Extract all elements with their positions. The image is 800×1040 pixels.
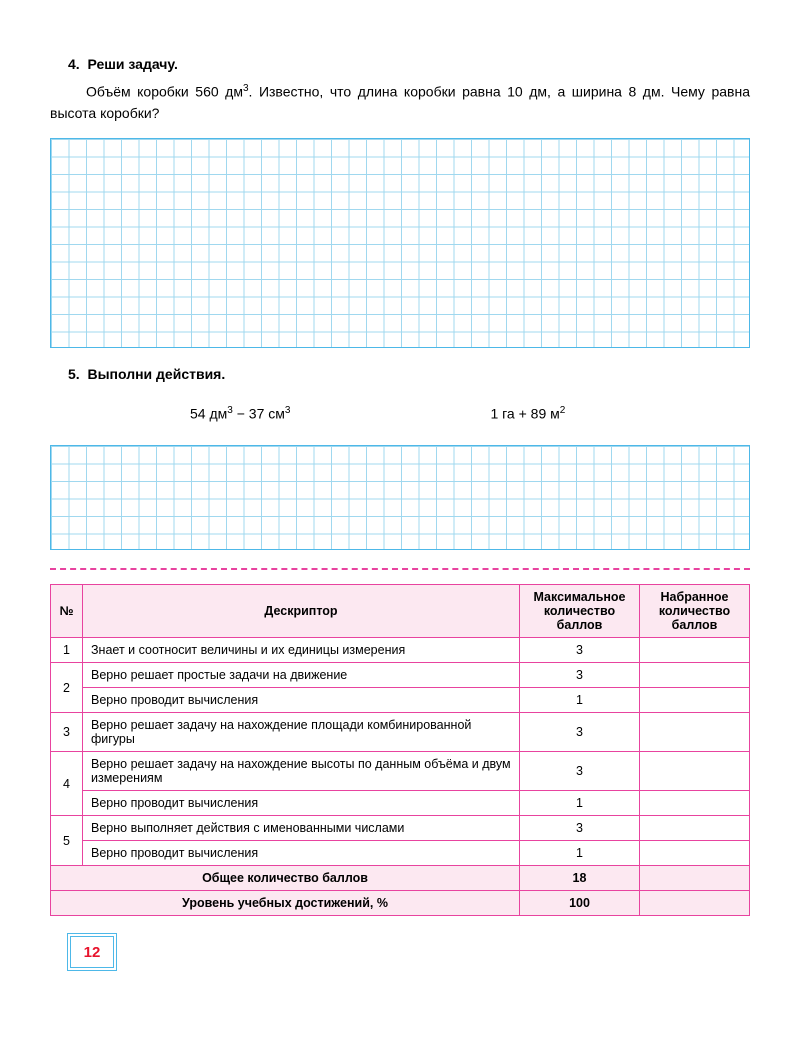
row-got-score[interactable] — [640, 638, 750, 663]
total-got[interactable] — [640, 866, 750, 891]
row-number: 4 — [51, 752, 83, 816]
page-number: 12 — [84, 944, 101, 961]
row-got-score[interactable] — [640, 841, 750, 866]
answer-grid-4[interactable] — [50, 138, 750, 348]
total-label: Общее количество баллов — [51, 866, 520, 891]
equation-2: 1 га + 89 м2 — [490, 405, 565, 422]
problem-4: 4. Реши задачу. Объём коробки 560 дм3. И… — [50, 54, 750, 124]
table-row: Верно проводит вычисления1 — [51, 841, 750, 866]
row-max-score: 3 — [520, 663, 640, 688]
row-number: 5 — [51, 816, 83, 866]
row-descriptor: Верно проводит вычисления — [83, 688, 520, 713]
row-got-score[interactable] — [640, 688, 750, 713]
table-row: Верно проводит вычисления1 — [51, 688, 750, 713]
header-got: Набранное количество баллов — [640, 585, 750, 638]
row-got-score[interactable] — [640, 663, 750, 688]
row-descriptor: Верно проводит вычисления — [83, 791, 520, 816]
row-got-score[interactable] — [640, 791, 750, 816]
row-max-score: 1 — [520, 841, 640, 866]
row-number: 2 — [51, 663, 83, 713]
row-got-score[interactable] — [640, 752, 750, 791]
answer-grid-5[interactable] — [50, 445, 750, 550]
row-max-score: 1 — [520, 791, 640, 816]
problem-4-text: 4. Реши задачу. — [50, 54, 750, 75]
table-row: 4Верно решает задачу на нахождение высот… — [51, 752, 750, 791]
total-got[interactable] — [640, 891, 750, 916]
row-number: 1 — [51, 638, 83, 663]
row-max-score: 3 — [520, 638, 640, 663]
total-row: Общее количество баллов18 — [51, 866, 750, 891]
table-row: 2Верно решает простые задачи на движение… — [51, 663, 750, 688]
total-max: 18 — [520, 866, 640, 891]
rubric-body: 1Знает и соотносит величины и их единицы… — [51, 638, 750, 916]
problem-5-title: Выполни действия. — [87, 366, 225, 382]
row-descriptor: Верно выполняет действия с именованными … — [83, 816, 520, 841]
row-descriptor: Верно решает задачу на нахождение площад… — [83, 713, 520, 752]
row-max-score: 3 — [520, 816, 640, 841]
problem-5: 5. Выполни действия. 54 дм3 − 37 см3 1 г… — [50, 364, 750, 432]
problem-5-text: 5. Выполни действия. — [50, 364, 750, 385]
problem-4-body: Объём коробки 560 дм3. Известно, что дли… — [50, 81, 750, 124]
total-label: Уровень учебных достижений, % — [51, 891, 520, 916]
equation-1: 54 дм3 − 37 см3 — [190, 405, 290, 422]
row-descriptor: Верно решает простые задачи на движение — [83, 663, 520, 688]
row-descriptor: Верно решает задачу на нахождение высоты… — [83, 752, 520, 791]
problem-4-title: Реши задачу. — [87, 56, 177, 72]
row-number: 3 — [51, 713, 83, 752]
row-got-score[interactable] — [640, 816, 750, 841]
section-divider — [50, 568, 750, 570]
header-desc: Дескриптор — [83, 585, 520, 638]
page-container: 4. Реши задачу. Объём коробки 560 дм3. И… — [0, 0, 800, 988]
row-descriptor: Знает и соотносит величины и их единицы … — [83, 638, 520, 663]
total-max: 100 — [520, 891, 640, 916]
page-number-box: 12 — [70, 936, 114, 968]
row-got-score[interactable] — [640, 713, 750, 752]
row-max-score: 3 — [520, 752, 640, 791]
problem-5-equations: 54 дм3 − 37 см3 1 га + 89 м2 — [50, 399, 750, 432]
total-row: Уровень учебных достижений, %100 — [51, 891, 750, 916]
rubric-table: № Дескриптор Максимальное количество бал… — [50, 584, 750, 916]
rubric-header-row: № Дескриптор Максимальное количество бал… — [51, 585, 750, 638]
row-max-score: 1 — [520, 688, 640, 713]
table-row: 3Верно решает задачу на нахождение площа… — [51, 713, 750, 752]
header-max: Максимальное количество баллов — [520, 585, 640, 638]
table-row: 1Знает и соотносит величины и их единицы… — [51, 638, 750, 663]
row-descriptor: Верно проводит вычисления — [83, 841, 520, 866]
problem-4-number: 4. — [68, 56, 80, 72]
table-row: Верно проводит вычисления1 — [51, 791, 750, 816]
table-row: 5Верно выполняет действия с именованными… — [51, 816, 750, 841]
header-num: № — [51, 585, 83, 638]
problem-5-number: 5. — [68, 366, 80, 382]
row-max-score: 3 — [520, 713, 640, 752]
